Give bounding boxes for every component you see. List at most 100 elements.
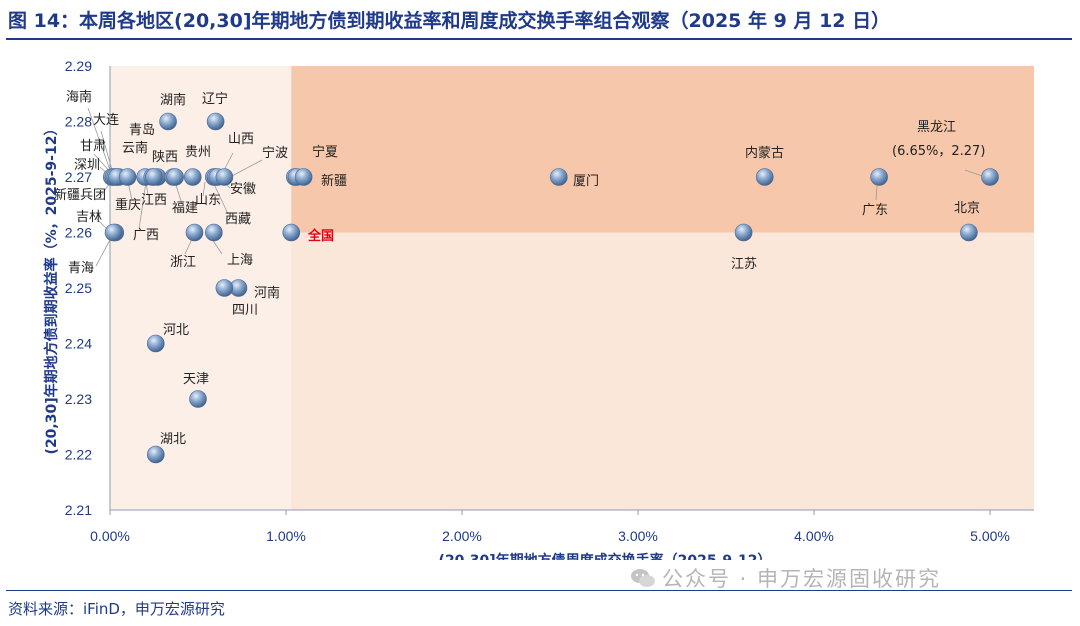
point-label: 厦门 <box>573 174 599 189</box>
point-label: 贵州 <box>185 145 211 160</box>
point-label: 山东 <box>195 193 221 208</box>
point-label: 北京 <box>954 201 980 216</box>
point-label: 新疆 <box>321 173 347 189</box>
data-point <box>215 168 234 186</box>
source-note: 资料来源：iFinD，申万宏源研究 <box>8 600 225 618</box>
data-point <box>205 223 223 242</box>
point-label: 河北 <box>163 323 189 338</box>
y-tick-label: 2.27 <box>65 169 92 185</box>
point-label: 内蒙古 <box>745 145 784 161</box>
y-tick-label: 2.23 <box>65 391 92 407</box>
point-label: 深圳 <box>74 158 100 173</box>
leader-line <box>875 185 878 201</box>
point-label: 西藏 <box>225 212 251 227</box>
data-point <box>166 168 184 186</box>
x-tick-label: 4.00% <box>794 528 834 544</box>
point-label: 宁波 <box>262 145 288 161</box>
point-label: 陕西 <box>152 150 178 165</box>
data-point <box>206 112 225 131</box>
chart-axes: 2.21 2.22 2.23 2.24 2.25 2.26 2.27 2.28 2.29 0.00… <box>65 58 1034 544</box>
data-point <box>960 223 978 242</box>
leader-line <box>138 181 147 230</box>
point-label: 辽宁 <box>202 91 228 107</box>
y-tick-label: 2.22 <box>65 447 92 463</box>
point-label: 河南 <box>254 285 280 301</box>
x-tick-label: 1.00% <box>266 528 306 544</box>
data-points <box>102 112 999 464</box>
leader-line <box>184 238 193 255</box>
point-label: 安徽 <box>230 182 256 197</box>
data-point <box>146 334 165 353</box>
point-label: 宁夏 <box>312 144 338 160</box>
leader-line <box>212 181 229 215</box>
y-tick-label: 2.25 <box>65 280 92 296</box>
x-tick-label: 0.00% <box>90 528 130 544</box>
point-label: 广东 <box>862 203 888 218</box>
leader-line <box>211 238 223 255</box>
y-tick-label: 2.26 <box>65 225 92 241</box>
point-label: 青岛 <box>129 122 155 138</box>
point-label: 江苏 <box>731 256 757 272</box>
y-axis-title: (20,30]年期地方债到期收益率（%，2025-9-12） <box>43 122 60 455</box>
point-label: 天津 <box>183 372 209 387</box>
quadrant-dark <box>291 66 1034 233</box>
point-label: 上海 <box>227 253 253 268</box>
watermark-text: 公众号 · 申万宏源固收研究 <box>662 567 942 591</box>
point-label: 重庆 <box>115 197 141 213</box>
data-point <box>755 168 774 186</box>
data-point <box>104 223 123 242</box>
data-point <box>549 168 568 186</box>
data-point <box>870 168 888 186</box>
data-point <box>183 168 202 186</box>
y-tick-label: 2.29 <box>65 58 92 74</box>
leader-line <box>231 159 263 177</box>
data-point <box>282 223 301 242</box>
y-tick-label: 2.21 <box>65 502 92 518</box>
x-tick-label: 5.00% <box>970 528 1010 544</box>
point-label: 四川 <box>232 303 258 318</box>
point-label: 广西 <box>133 228 159 243</box>
point-label: 全国 <box>307 228 334 244</box>
quadrant-left-wash <box>110 66 292 510</box>
data-point <box>185 223 204 242</box>
annotation-text: (6.65%，2.27) <box>892 144 985 159</box>
point-label: 山西 <box>228 132 254 147</box>
watermark: 公众号 · 申万宏源固收研究 <box>630 563 941 593</box>
leader-line <box>87 107 111 171</box>
point-label: 浙江 <box>170 255 196 270</box>
leader-line <box>202 181 206 197</box>
point-label: 大连 <box>93 112 119 128</box>
point-label: 江西 <box>141 193 167 208</box>
data-point <box>159 112 177 131</box>
x-tick-label: 3.00% <box>618 528 658 544</box>
y-tick-label: 2.28 <box>65 114 92 130</box>
point-label: 青海 <box>68 261 94 276</box>
point-label: 云南 <box>122 140 148 156</box>
y-tick-label: 2.24 <box>65 336 92 352</box>
point-label: 湖北 <box>160 432 186 447</box>
x-axis-title: (20,30]年期地方债周度成交换手率（2025-9-12） <box>439 552 772 560</box>
point-label: 福建 <box>172 201 198 216</box>
footer-divider <box>6 590 1072 591</box>
data-point <box>734 223 753 242</box>
point-label: 甘肃 <box>80 139 106 154</box>
point-label: 海南 <box>66 89 92 105</box>
scatter-chart: 2.21 2.22 2.23 2.24 2.25 2.26 2.27 2.28 2.29 0.00… <box>43 58 1034 560</box>
data-point <box>118 168 137 186</box>
data-point <box>145 168 163 186</box>
point-label: 湖南 <box>160 92 186 108</box>
point-label: 吉林 <box>76 210 102 225</box>
leader-line <box>95 237 112 267</box>
wechat-icon <box>631 569 655 587</box>
point-label: 新疆兵团 <box>54 187 106 203</box>
leader-line <box>100 130 113 171</box>
data-point <box>189 390 207 408</box>
data-point <box>215 279 234 297</box>
data-point <box>294 168 313 186</box>
x-tick-label: 2.00% <box>442 528 482 544</box>
data-point <box>146 445 165 464</box>
page-title: 图 14：本周各地区(20,30]年期地方债到期收益率和周度成交换手率组合观察（… <box>8 10 891 32</box>
quadrant-backgrounds <box>110 66 1034 510</box>
data-point <box>981 168 999 186</box>
